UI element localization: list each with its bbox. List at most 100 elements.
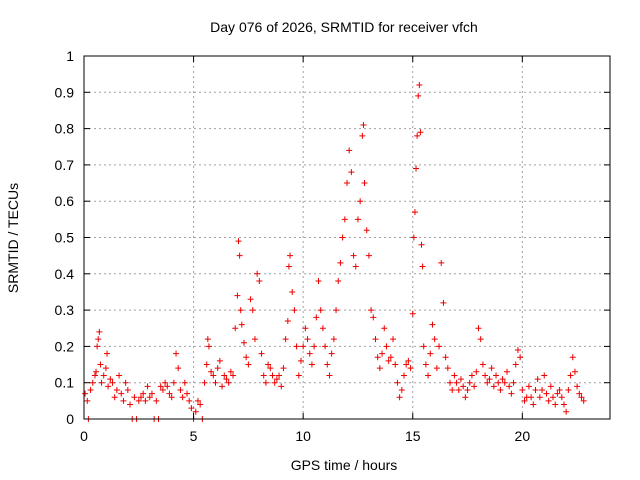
data-point	[519, 386, 526, 393]
data-point	[100, 372, 107, 379]
data-point	[319, 325, 326, 332]
data-point	[563, 408, 570, 415]
data-point	[532, 386, 539, 393]
data-point	[508, 390, 515, 397]
data-point	[300, 343, 307, 350]
data-point	[235, 238, 242, 245]
data-point	[453, 379, 460, 386]
y-tick-label: 1	[66, 48, 74, 64]
data-point	[208, 368, 215, 375]
data-point	[212, 379, 219, 386]
data-point	[387, 354, 394, 361]
data-point	[442, 354, 449, 361]
data-point	[528, 394, 535, 401]
data-point	[348, 169, 355, 176]
data-point	[146, 394, 153, 401]
data-point	[550, 394, 557, 401]
x-axis-title: GPS time / hours	[291, 457, 398, 473]
data-point	[479, 361, 486, 368]
data-point	[93, 368, 100, 375]
data-point	[574, 383, 581, 390]
data-point	[230, 372, 237, 379]
data-point	[514, 347, 521, 354]
data-point	[144, 383, 151, 390]
y-tick-label: 0.1	[55, 375, 75, 391]
data-point	[166, 390, 173, 397]
data-point	[265, 361, 272, 368]
axis-ticks-layer: 00.10.20.30.40.50.60.70.80.910 5 10 15 20	[55, 48, 610, 444]
data-point	[414, 132, 421, 139]
data-point	[482, 372, 489, 379]
data-point	[258, 350, 265, 357]
data-point	[436, 343, 443, 350]
y-tick-label: 0	[66, 411, 74, 427]
data-point	[554, 390, 561, 397]
data-point	[475, 325, 482, 332]
data-point	[113, 386, 120, 393]
data-point	[363, 227, 370, 234]
data-point	[390, 336, 397, 343]
data-point	[466, 379, 473, 386]
data-point	[431, 336, 438, 343]
data-point	[326, 372, 333, 379]
data-point	[91, 372, 98, 379]
y-tick-label: 0.9	[55, 84, 75, 100]
data-point	[497, 386, 504, 393]
data-point	[216, 357, 223, 364]
data-point	[392, 361, 399, 368]
data-point	[368, 307, 375, 314]
data-point	[350, 252, 357, 259]
data-point	[409, 310, 416, 317]
data-point	[534, 376, 541, 383]
data-point	[341, 216, 348, 223]
data-point	[109, 379, 116, 386]
data-point	[227, 368, 234, 375]
data-point	[438, 259, 445, 266]
data-point	[105, 383, 112, 390]
data-point	[157, 383, 164, 390]
data-point	[447, 379, 454, 386]
data-point	[547, 383, 554, 390]
data-point	[440, 299, 447, 306]
data-point	[361, 180, 368, 187]
y-tick-label: 0.7	[55, 157, 75, 173]
data-point	[284, 317, 291, 324]
data-point	[219, 383, 226, 390]
data-point	[413, 165, 420, 172]
data-point	[237, 307, 244, 314]
data-point	[278, 383, 285, 390]
data-point	[104, 350, 111, 357]
data-point	[552, 401, 559, 408]
data-point	[131, 394, 138, 401]
data-point	[545, 397, 552, 404]
data-point	[330, 336, 337, 343]
data-point	[273, 376, 280, 383]
y-tick-label: 0.4	[55, 266, 75, 282]
data-point	[328, 350, 335, 357]
data-point	[558, 394, 565, 401]
data-point	[236, 252, 243, 259]
data-point	[184, 390, 191, 397]
data-point	[571, 368, 578, 375]
x-tick-label: 5	[190, 428, 198, 444]
data-point	[444, 365, 451, 372]
data-point	[287, 252, 294, 259]
data-point	[280, 365, 287, 372]
data-point	[269, 372, 276, 379]
data-point	[271, 379, 278, 386]
data-point	[495, 379, 502, 386]
data-point	[490, 383, 497, 390]
data-point	[510, 379, 517, 386]
data-point	[118, 390, 125, 397]
data-point	[221, 372, 228, 379]
data-point	[214, 365, 221, 372]
data-point	[240, 339, 247, 346]
data-point	[457, 376, 464, 383]
data-point	[96, 328, 103, 335]
data-point	[175, 365, 182, 372]
data-point	[249, 307, 256, 314]
data-point	[383, 343, 390, 350]
data-point	[419, 263, 426, 270]
data-point	[188, 405, 195, 412]
